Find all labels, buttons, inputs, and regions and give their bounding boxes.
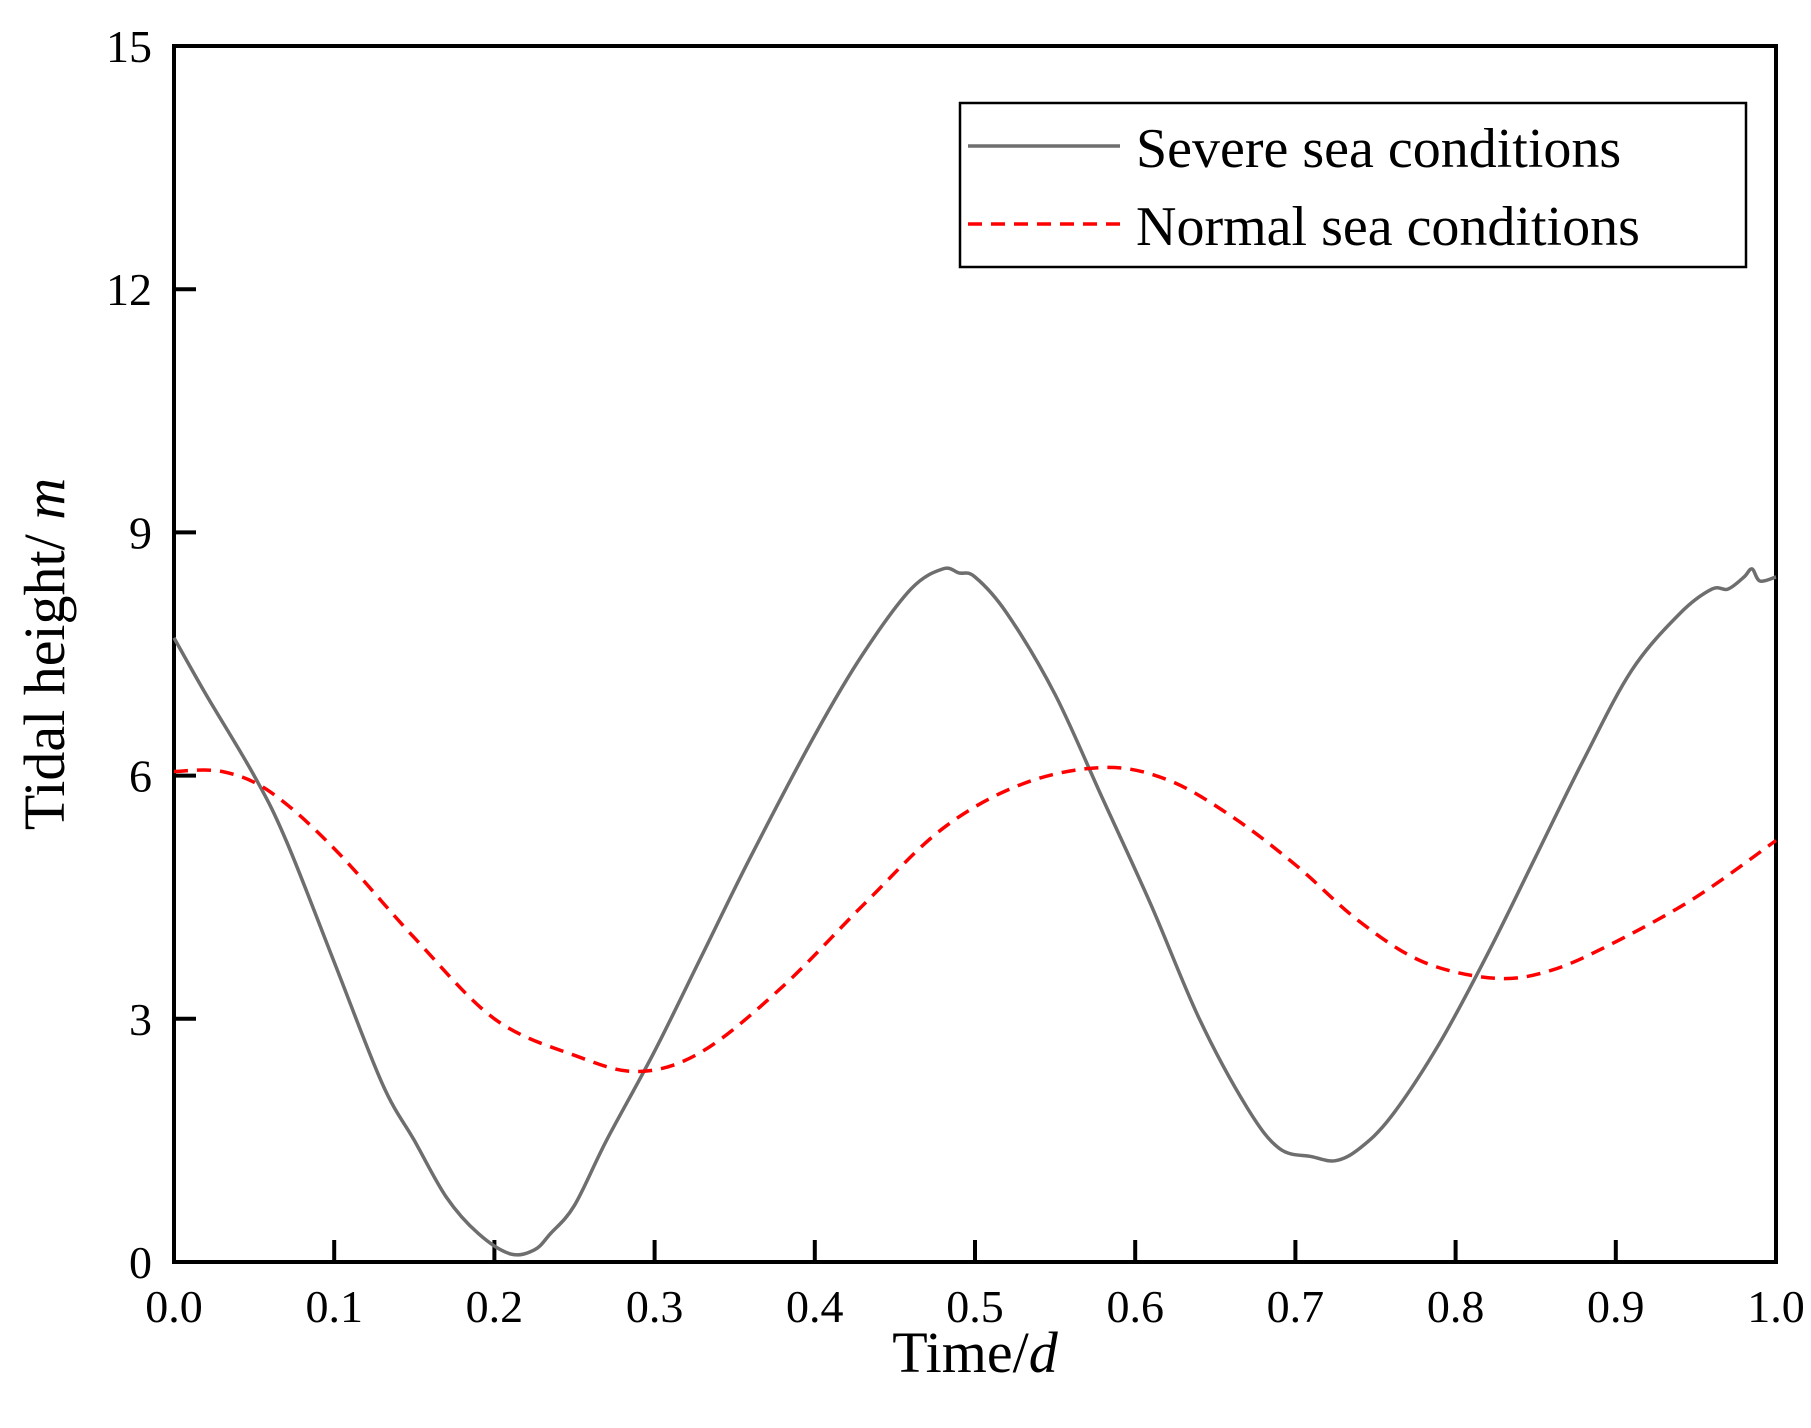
x-tick-label: 0.4 bbox=[786, 1281, 844, 1332]
series-normal-line bbox=[173, 765, 1778, 1074]
x-tick-label: 0.8 bbox=[1427, 1281, 1485, 1332]
y-tick-label: 0 bbox=[129, 1237, 152, 1288]
y-tick-label: 12 bbox=[106, 264, 152, 315]
x-tick-label: 1.0 bbox=[1747, 1281, 1805, 1332]
y-axis-title: Tidal height/ m bbox=[12, 478, 77, 830]
x-tick-label: 0.5 bbox=[946, 1281, 1004, 1332]
x-tick-label: 0.0 bbox=[145, 1281, 203, 1332]
legend-box bbox=[958, 101, 1748, 269]
legend: Severe sea conditions Normal sea conditi… bbox=[958, 101, 1748, 269]
x-tick-label: 0.1 bbox=[305, 1281, 363, 1332]
x-tick-label: 0.3 bbox=[626, 1281, 684, 1332]
x-axis-title: Time/d bbox=[892, 1320, 1058, 1385]
legend-label-severe: Severe sea conditions bbox=[1136, 118, 1621, 180]
y-tick-label: 3 bbox=[129, 994, 152, 1045]
y-tick-label: 6 bbox=[129, 751, 152, 802]
x-tick-label: 0.9 bbox=[1587, 1281, 1645, 1332]
y-tick-label: 15 bbox=[106, 21, 152, 72]
x-axis-ticks: 0.0 0.1 0.2 0.3 0.4 0.5 0.6 0.7 0.8 0.9 1.0 bbox=[145, 1240, 1805, 1332]
x-tick-label: 0.2 bbox=[466, 1281, 524, 1332]
series-layer bbox=[172, 566, 1778, 1257]
y-axis-ticks: 0 3 6 9 12 15 bbox=[106, 21, 196, 1288]
series-severe-line bbox=[172, 566, 1777, 1257]
y-tick-label: 9 bbox=[129, 507, 152, 558]
legend-label-normal: Normal sea conditions bbox=[1136, 196, 1640, 258]
x-tick-label: 0.7 bbox=[1267, 1281, 1325, 1332]
x-tick-label: 0.6 bbox=[1106, 1281, 1164, 1332]
